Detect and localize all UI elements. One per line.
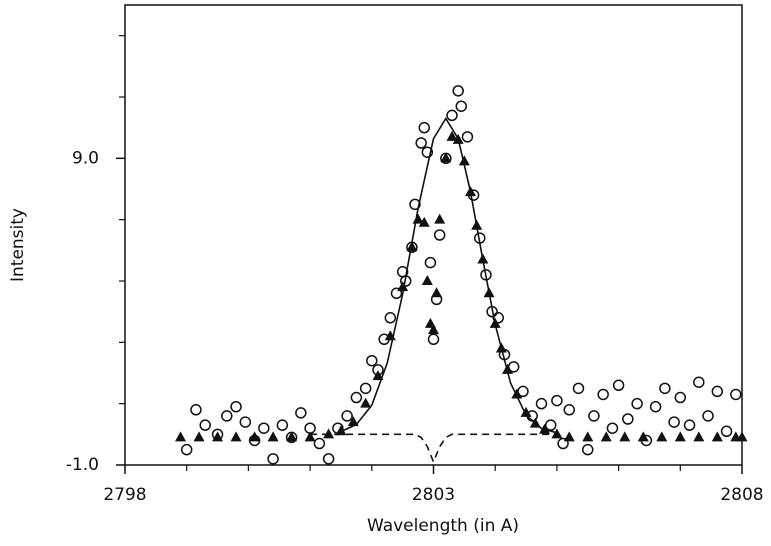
data-point [418, 121, 430, 134]
x-tick-label: 2808 [720, 485, 763, 505]
data-point [702, 410, 714, 422]
model-point [286, 431, 298, 442]
x-axis-label: Wavelength (in A) [367, 516, 519, 536]
data-point [267, 453, 279, 465]
fit-line [310, 433, 557, 465]
model-point [249, 431, 261, 442]
model-point [446, 130, 458, 141]
model-point [212, 431, 224, 442]
data-point [597, 388, 609, 401]
data-point [180, 443, 193, 456]
data-point [544, 419, 557, 431]
data-point [409, 198, 421, 211]
data-point [433, 229, 446, 241]
data-point [730, 388, 742, 401]
model-point [428, 324, 439, 335]
data-point [693, 376, 705, 388]
model-point [619, 431, 631, 442]
model-point [267, 431, 279, 442]
fit-line [340, 116, 558, 434]
plot-frame [124, 4, 743, 466]
y-tick-label: 9.0 [72, 148, 99, 168]
model-point [230, 431, 242, 442]
data-point [427, 333, 440, 346]
model-point [335, 425, 347, 436]
model-point [421, 275, 433, 285]
data-point [384, 312, 397, 324]
model-point [656, 431, 668, 442]
data-point [711, 385, 724, 398]
model-point [397, 281, 409, 292]
data-point [276, 419, 289, 431]
data-point [612, 379, 625, 392]
model-point [711, 431, 723, 442]
data-point [720, 425, 733, 438]
model-point [347, 416, 359, 427]
model-point [440, 152, 452, 163]
data-point [455, 100, 468, 112]
data-point [424, 256, 437, 269]
data-point [415, 137, 427, 149]
data-point [359, 382, 372, 395]
model-point [304, 431, 316, 442]
model-point [360, 397, 372, 408]
model-point [563, 431, 575, 442]
data-point [572, 382, 585, 395]
data-point [563, 404, 575, 416]
model-point [551, 428, 563, 439]
data-point [313, 437, 326, 450]
data-point [535, 397, 548, 410]
model-point [458, 155, 470, 166]
data-point [674, 391, 687, 404]
data-point [668, 416, 680, 428]
model-point [674, 431, 686, 442]
data-point [631, 397, 643, 410]
model-point [434, 213, 446, 224]
data-point [649, 400, 662, 413]
data-point [221, 410, 233, 422]
data-point [239, 416, 252, 428]
model-point [431, 287, 443, 298]
model-point [193, 431, 205, 442]
model-point [736, 431, 748, 442]
data-point [390, 287, 403, 300]
model-point [175, 431, 187, 442]
y-tick-label: -1.0 [66, 455, 99, 475]
model-point [600, 431, 612, 442]
model-point [511, 388, 523, 399]
data-point [622, 413, 634, 425]
data-point [557, 437, 569, 450]
x-tick-label: 2798 [103, 485, 146, 505]
data-point [190, 404, 202, 416]
y-axis-label: Intensity [8, 208, 28, 282]
model-point [693, 431, 705, 442]
data-point [366, 354, 378, 367]
data-point [461, 131, 474, 143]
data-point [295, 407, 307, 419]
data-point [421, 146, 434, 158]
data-point [551, 394, 563, 407]
data-point [199, 419, 211, 431]
data-point [588, 410, 600, 422]
data-point [230, 400, 242, 413]
model-point [520, 406, 532, 417]
model-point [323, 428, 335, 439]
data-point [683, 419, 696, 431]
model-point [637, 431, 649, 442]
x-tick-label: 2803 [412, 485, 455, 505]
model-point [372, 370, 384, 381]
data-point [452, 85, 464, 97]
data-point [341, 410, 353, 422]
data-point [446, 109, 458, 122]
model-point [582, 431, 594, 442]
data-point [322, 453, 335, 465]
data-point [258, 422, 270, 434]
model-point [418, 216, 430, 227]
data-point [606, 422, 619, 434]
data-point [350, 391, 363, 404]
data-point [582, 443, 594, 456]
data-point [659, 382, 671, 395]
